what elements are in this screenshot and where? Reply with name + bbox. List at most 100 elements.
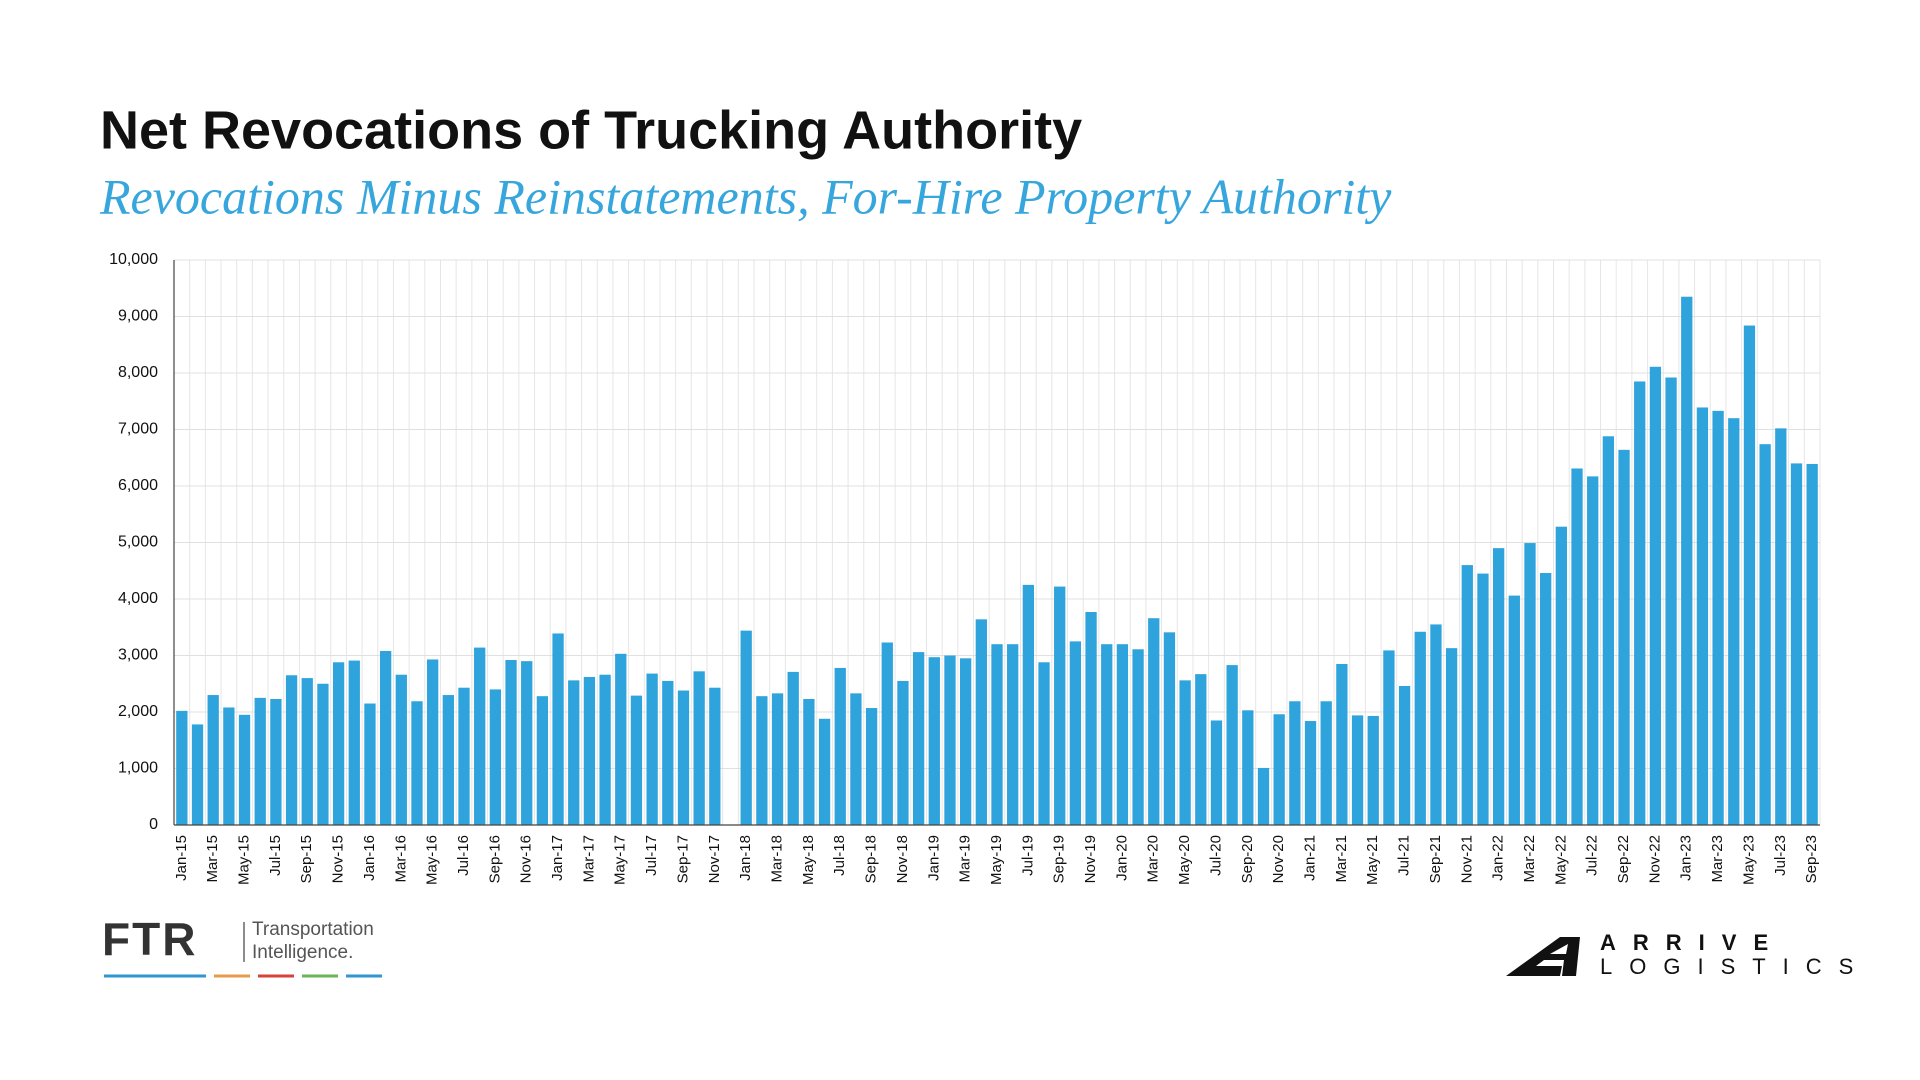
x-tick-label: Mar-21 [1333, 835, 1350, 883]
x-tick-label: May-23 [1740, 835, 1757, 885]
x-tick-label: Jan-15 [173, 835, 190, 881]
x-tick-label: Jan-19 [925, 835, 942, 881]
x-tick-label: Jul-22 [1584, 835, 1601, 876]
bar [332, 662, 345, 825]
bar [1602, 436, 1615, 825]
x-tick-label: Sep-18 [863, 835, 880, 883]
bar [850, 693, 862, 825]
bar [1492, 548, 1505, 825]
x-tick-label: May-17 [612, 835, 629, 885]
bar [630, 695, 643, 825]
bar [411, 701, 423, 825]
y-tick-label: 2,000 [118, 703, 158, 720]
bar [1038, 662, 1050, 825]
bar [238, 714, 251, 825]
bar [1069, 641, 1082, 825]
bar [1304, 721, 1317, 825]
x-tick-label: May-15 [236, 835, 253, 885]
y-tick-label: 4,000 [118, 590, 158, 607]
x-tick-label: Nov-19 [1082, 835, 1099, 883]
bar [207, 695, 219, 825]
bar [1007, 644, 1019, 825]
bar [1681, 296, 1693, 826]
bar [1210, 720, 1223, 825]
bar [505, 660, 517, 825]
bar [348, 660, 360, 825]
bar [740, 630, 752, 825]
bar [1320, 701, 1332, 825]
bar [1790, 463, 1803, 825]
bar [1461, 565, 1473, 825]
bar [1712, 410, 1724, 825]
bar [803, 699, 815, 825]
bar [1148, 618, 1160, 825]
y-tick-label: 5,000 [118, 534, 158, 551]
bar [944, 655, 956, 825]
x-tick-label: Mar-22 [1521, 835, 1538, 883]
bar [1116, 644, 1129, 825]
bar [709, 687, 721, 825]
x-tick-label: Jan-21 [1301, 835, 1318, 881]
bar [1540, 573, 1552, 825]
bar [897, 680, 909, 825]
x-tick-label: May-21 [1364, 835, 1381, 885]
x-tick-label: Jan-17 [549, 835, 566, 881]
x-tick-label: Mar-19 [957, 835, 974, 883]
arrive-logo: ARRIVE LOGISTICS [1506, 930, 1853, 979]
bar [991, 644, 1003, 825]
bar [1179, 680, 1191, 825]
x-tick-label: Sep-19 [1051, 835, 1068, 883]
bar [1289, 701, 1301, 825]
x-tick-label: Jan-20 [1113, 835, 1130, 881]
x-tick-label: Nov-18 [894, 835, 911, 883]
bar [1367, 715, 1379, 825]
x-tick-label: Sep-20 [1239, 835, 1256, 883]
x-tick-label: Jan-18 [737, 835, 754, 881]
bar [1508, 595, 1520, 825]
bar [1524, 543, 1536, 825]
ftr-tagline: Transportation [252, 919, 374, 940]
bar [1257, 767, 1270, 825]
x-tick-label: May-20 [1176, 835, 1193, 885]
bar [1336, 663, 1348, 825]
bar [834, 667, 846, 825]
bar [285, 675, 298, 825]
bar [1054, 586, 1066, 825]
bar [1101, 644, 1113, 825]
bar [270, 699, 282, 825]
bar [1649, 366, 1662, 825]
bar [646, 673, 658, 825]
x-tick-label: Jul-23 [1772, 835, 1789, 876]
x-tick-label: Jul-19 [1019, 835, 1036, 876]
bar [521, 661, 533, 825]
y-tick-label: 7,000 [118, 421, 158, 438]
bar [191, 724, 204, 825]
bar [1195, 674, 1207, 825]
x-tick-label: Sep-15 [298, 835, 315, 883]
bar [865, 708, 878, 825]
y-tick-label: 6,000 [118, 477, 158, 494]
bar [1163, 632, 1176, 825]
bar [1226, 665, 1238, 825]
bar [1555, 526, 1567, 825]
bar [912, 652, 925, 825]
bar [1477, 573, 1489, 825]
chart-title: Net Revocations of Trucking Authority [100, 100, 1082, 160]
x-tick-label: Nov-17 [706, 835, 723, 883]
bar [1445, 648, 1458, 825]
bar [568, 680, 580, 825]
x-tick-label: Jul-21 [1396, 835, 1413, 876]
bar [1806, 463, 1818, 825]
arrive-icon [1506, 937, 1580, 976]
bar [176, 710, 188, 825]
bar [615, 653, 627, 825]
bar [379, 650, 392, 825]
bar [474, 647, 486, 825]
bar [364, 703, 376, 825]
bar [1022, 584, 1034, 825]
bar [1351, 715, 1364, 825]
bar [317, 683, 329, 825]
x-tick-label: May-16 [424, 835, 441, 885]
x-tick-label: Jul-18 [831, 835, 848, 876]
